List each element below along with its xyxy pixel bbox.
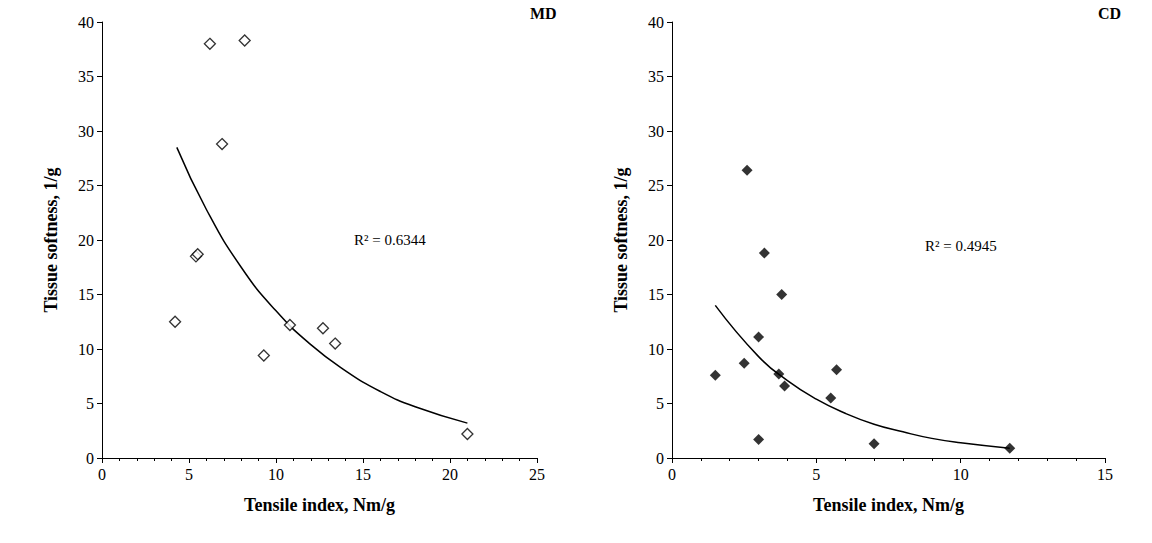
- svg-text:35: 35: [648, 68, 664, 85]
- svg-text:25: 25: [648, 177, 664, 194]
- svg-text:5: 5: [86, 395, 94, 412]
- svg-text:15: 15: [78, 286, 94, 303]
- svg-text:10: 10: [648, 341, 664, 358]
- svg-text:10: 10: [268, 466, 284, 483]
- svg-text:40: 40: [78, 14, 94, 31]
- svg-text:30: 30: [78, 123, 94, 140]
- svg-text:MD: MD: [530, 5, 557, 22]
- svg-text:5: 5: [185, 466, 193, 483]
- svg-text:Tissue softness, 1/g: Tissue softness, 1/g: [611, 167, 631, 312]
- svg-text:20: 20: [78, 232, 94, 249]
- svg-text:30: 30: [648, 123, 664, 140]
- svg-text:0: 0: [656, 450, 664, 467]
- svg-text:0: 0: [98, 466, 106, 483]
- svg-text:35: 35: [78, 68, 94, 85]
- svg-text:15: 15: [1097, 466, 1113, 483]
- svg-text:Tensile index, Nm/g: Tensile index, Nm/g: [813, 495, 964, 515]
- svg-text:40: 40: [648, 14, 664, 31]
- svg-text:CD: CD: [1098, 5, 1121, 22]
- svg-text:Tensile index, Nm/g: Tensile index, Nm/g: [244, 495, 395, 515]
- svg-text:20: 20: [648, 232, 664, 249]
- svg-text:25: 25: [78, 177, 94, 194]
- svg-text:Tissue softness, 1/g: Tissue softness, 1/g: [41, 167, 61, 312]
- svg-text:5: 5: [656, 395, 664, 412]
- svg-text:5: 5: [812, 466, 820, 483]
- svg-text:15: 15: [648, 286, 664, 303]
- svg-text:10: 10: [953, 466, 969, 483]
- svg-text:15: 15: [355, 466, 371, 483]
- svg-text:R² = 0.6344: R² = 0.6344: [354, 232, 426, 248]
- svg-text:0: 0: [668, 466, 676, 483]
- svg-text:10: 10: [78, 341, 94, 358]
- svg-text:R² = 0.4945: R² = 0.4945: [925, 238, 997, 254]
- svg-text:25: 25: [529, 466, 545, 483]
- svg-text:0: 0: [86, 450, 94, 467]
- svg-text:20: 20: [442, 466, 458, 483]
